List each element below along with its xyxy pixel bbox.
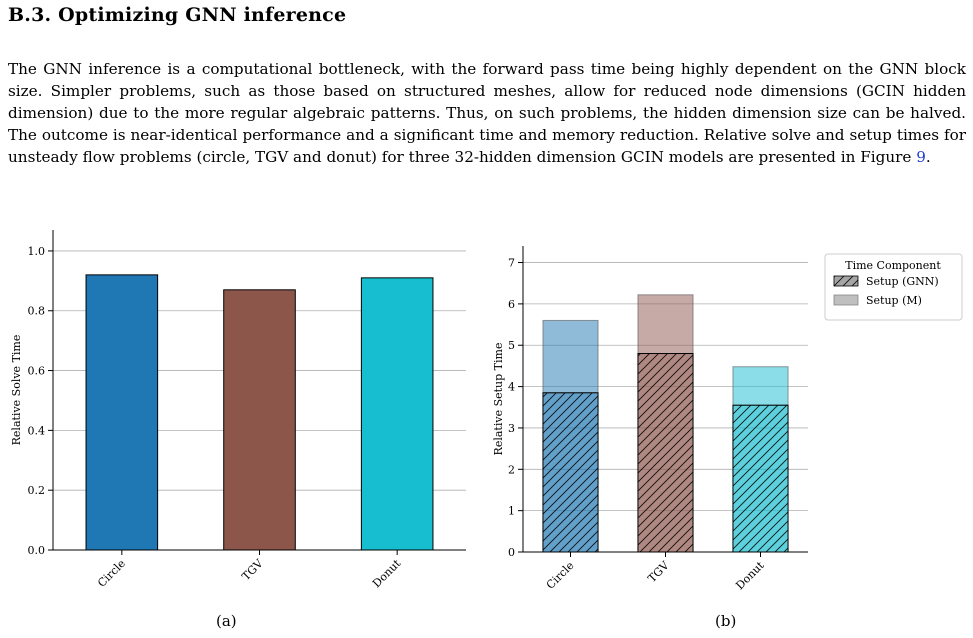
figure-reference-link[interactable]: 9 bbox=[916, 148, 926, 166]
y-tick-label: 0.8 bbox=[28, 305, 46, 318]
legend-title: Time Component bbox=[845, 259, 941, 272]
solve-time-chart: 0.0 0.2 0.4 0.6 0.8 1.0 Circle TGV Donut Relative… bbox=[10, 230, 466, 591]
y-tick-label: 0.0 bbox=[28, 544, 46, 557]
bar-setup-gnn-hatch bbox=[637, 353, 694, 553]
figure-b: 0 1 2 3 4 5 6 7 Circle TGV Donut Relative Setup Tim… bbox=[475, 222, 973, 638]
y-tick-label: 3 bbox=[508, 422, 515, 435]
legend-label-m: Setup (M) bbox=[866, 294, 922, 307]
legend-box bbox=[824, 253, 963, 321]
x-tick-label: Circle bbox=[544, 559, 577, 592]
y-tick-label: 2 bbox=[508, 463, 515, 476]
y-tick-label: 4 bbox=[508, 381, 515, 394]
bar-setup-gnn-hatch bbox=[732, 404, 789, 553]
section-heading: B.3. Optimizing GNN inference bbox=[8, 4, 347, 26]
y-tick-label: 5 bbox=[508, 339, 515, 352]
legend-label-gnn: Setup (GNN) bbox=[866, 275, 939, 288]
bar bbox=[360, 277, 434, 551]
x-tick-label: Donut bbox=[733, 559, 767, 593]
paragraph-end: . bbox=[925, 148, 931, 166]
caption-a: (a) bbox=[216, 612, 237, 630]
y-tick-label: 1 bbox=[508, 505, 515, 518]
figure-a: 0.0 0.2 0.4 0.6 0.8 1.0 Circle TGV Donut Relative… bbox=[0, 222, 470, 638]
setup-time-chart: 0 1 2 3 4 5 6 7 Circle TGV Donut Relative Setup Tim… bbox=[492, 246, 963, 593]
y-axis-label: Relative Setup Time bbox=[492, 343, 505, 456]
y-tick-label: 1.0 bbox=[28, 245, 46, 258]
bar-setup-gnn-hatch bbox=[542, 392, 599, 553]
bar-setup-m bbox=[637, 294, 694, 355]
bar bbox=[85, 274, 159, 551]
body-paragraph: The GNN inference is a computational bot… bbox=[8, 58, 966, 168]
y-tick-label: 0 bbox=[508, 546, 515, 559]
y-tick-label: 0.4 bbox=[28, 424, 46, 437]
legend-swatch-m bbox=[833, 294, 859, 306]
y-axis-label: Relative Solve Time bbox=[10, 335, 23, 446]
x-tick-label: TGV bbox=[645, 558, 672, 585]
x-tick-label: Circle bbox=[95, 557, 128, 590]
bar bbox=[223, 289, 296, 551]
y-tick-label: 6 bbox=[508, 298, 515, 311]
paragraph-text: The GNN inference is a computational bot… bbox=[8, 60, 966, 166]
x-tick-label: TGV bbox=[239, 556, 266, 583]
x-tick-label: Donut bbox=[370, 557, 404, 591]
caption-b: (b) bbox=[715, 612, 737, 630]
y-tick-label: 7 bbox=[508, 257, 515, 270]
y-tick-label: 0.6 bbox=[28, 365, 46, 378]
y-tick-label: 0.2 bbox=[28, 484, 46, 497]
legend-swatch-gnn-hatch bbox=[833, 275, 859, 287]
bar-setup-m bbox=[542, 319, 599, 394]
bar-setup-m bbox=[732, 366, 789, 406]
